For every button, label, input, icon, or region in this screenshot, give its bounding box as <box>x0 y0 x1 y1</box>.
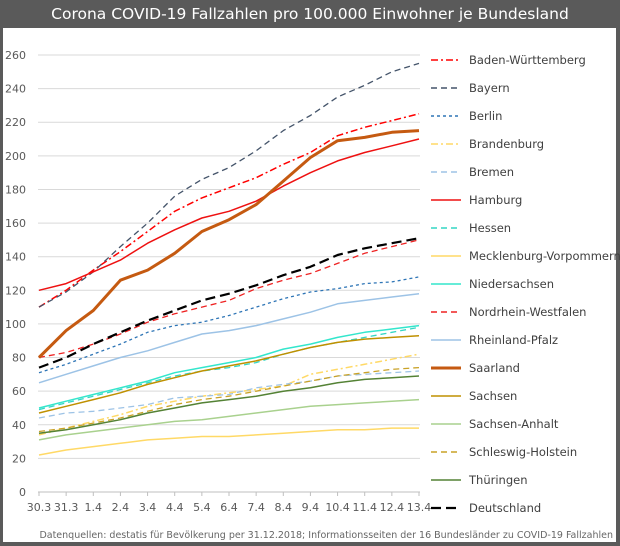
legend-label: Rheinland-Pfalz <box>469 333 558 347</box>
legend-label: Niedersachsen <box>469 277 554 291</box>
y-tick-label: 80 <box>12 352 26 365</box>
legend-label: Thüringen <box>468 473 527 487</box>
y-tick-label: 20 <box>12 452 26 465</box>
y-tick-label: 200 <box>5 150 26 163</box>
legend-label: Brandenburg <box>469 137 544 151</box>
y-axis-ticks: 0 20 40 60 80 100 120 140 160 180 200 220 240 260 <box>5 49 26 499</box>
chart-title: Corona COVID-19 Fallzahlen pro 100.000 E… <box>0 0 620 27</box>
series-line-niedersachsen <box>38 324 420 409</box>
series-line-sachsen <box>38 334 420 414</box>
y-tick-label: 260 <box>5 49 26 62</box>
x-tick-label: 4.4 <box>166 501 184 514</box>
legend-label: Mecklenburg-Vorpommern <box>469 249 620 263</box>
x-tick-label: 5.4 <box>193 501 211 514</box>
legend-label: Hessen <box>469 221 511 235</box>
x-tick-label: 10.4 <box>325 501 350 514</box>
series-line-bremen <box>38 370 420 419</box>
y-tick-label: 100 <box>5 318 26 331</box>
legend-label: Baden-Württemberg <box>469 53 586 67</box>
legend-label: Schleswig-Holstein <box>469 445 577 459</box>
x-tick-label: 31.3 <box>54 501 79 514</box>
series-line-rheinland-pfalz <box>38 292 420 384</box>
x-tick-label: 12.4 <box>380 501 405 514</box>
legend-label: Bayern <box>469 81 510 95</box>
x-tick-label: 13.4 <box>407 501 432 514</box>
legend-label: Saarland <box>469 361 520 375</box>
y-tick-label: 40 <box>12 419 26 432</box>
y-tick-label: 0 <box>19 486 26 499</box>
series-line-saarland <box>37 129 420 359</box>
y-tick-label: 120 <box>5 284 26 297</box>
x-tick-label: 6.4 <box>220 501 238 514</box>
x-axis: 30.3 31.3 1.4 2.4 3.4 4.4 5.4 6.4 7.4 8.4 9.4 10.4 1… <box>27 491 432 514</box>
legend-label: Sachsen-Anhalt <box>469 417 559 431</box>
series-line-hessen <box>38 326 420 411</box>
series-line-berlin <box>38 276 420 374</box>
x-tick-label: 2.4 <box>112 501 130 514</box>
series-line-th-ringen <box>38 375 420 434</box>
series-line-schleswig-holstein <box>38 366 420 433</box>
series-line-sachsen-anhalt <box>38 398 420 441</box>
y-tick-label: 240 <box>5 83 26 96</box>
gridlines <box>38 54 420 459</box>
x-tick-label: 1.4 <box>85 501 103 514</box>
legend-label: Deutschland <box>469 501 541 515</box>
x-tick-label: 8.4 <box>275 501 293 514</box>
legend-label: Nordrhein-Westfalen <box>469 305 586 319</box>
x-tick-label: 9.4 <box>302 501 320 514</box>
series-lines <box>37 62 420 456</box>
x-tick-label: 30.3 <box>27 501 52 514</box>
source-note: Datenquellen: destatis für Bevölkerung p… <box>39 530 613 541</box>
legend-label: Bremen <box>469 165 514 179</box>
x-tick-label: 11.4 <box>352 501 377 514</box>
chart-panel <box>3 28 616 542</box>
y-tick-label: 160 <box>5 217 26 230</box>
y-tick-label: 220 <box>5 116 26 129</box>
y-tick-label: 180 <box>5 183 26 196</box>
legend-label: Sachsen <box>469 389 517 403</box>
series-line-mecklenburg-vorpommern <box>38 427 419 456</box>
x-tick-label: 7.4 <box>247 501 265 514</box>
series-line-hamburg <box>38 138 420 292</box>
series-line-brandenburg <box>38 353 420 436</box>
series-line-baden-w-rttemberg <box>38 113 420 308</box>
y-tick-label: 140 <box>5 251 26 264</box>
x-tick-label: 3.4 <box>139 501 157 514</box>
series-line-deutschland <box>38 237 420 369</box>
legend-label: Berlin <box>469 109 502 123</box>
legend: Baden-Württemberg Bayern Berlin Brandenburg… <box>431 53 620 515</box>
legend-label: Hamburg <box>469 193 522 207</box>
y-tick-label: 60 <box>12 385 26 398</box>
